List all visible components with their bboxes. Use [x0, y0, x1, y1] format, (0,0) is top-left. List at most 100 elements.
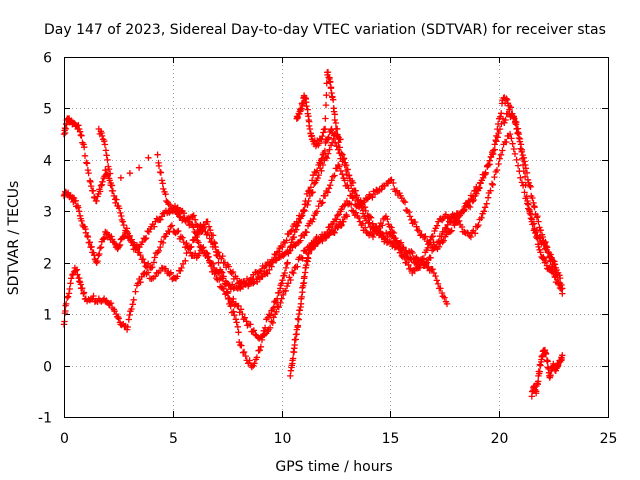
data-point	[269, 319, 276, 326]
data-point	[537, 226, 544, 234]
data-point	[175, 227, 182, 235]
data-point	[441, 294, 448, 301]
data-point	[426, 239, 433, 247]
y-axis-label: SDTVAR / TECUs	[6, 181, 22, 296]
data-point	[369, 194, 376, 201]
data-point	[531, 204, 538, 211]
data-point	[191, 216, 199, 223]
data-point	[383, 229, 390, 237]
data-point	[99, 178, 106, 185]
data-point	[72, 197, 79, 204]
data-point	[159, 210, 167, 217]
data-point	[481, 204, 489, 211]
data-point	[476, 184, 483, 191]
data-point	[352, 209, 360, 216]
data-point	[278, 295, 285, 302]
data-point	[443, 225, 450, 232]
data-point	[341, 202, 348, 209]
data-point	[212, 243, 219, 251]
data-point	[347, 201, 355, 208]
data-point	[64, 294, 71, 301]
data-point	[296, 307, 303, 314]
data-point	[484, 194, 492, 201]
data-point	[393, 237, 400, 244]
data-point	[179, 234, 186, 241]
data-point	[126, 311, 133, 319]
data-point	[379, 233, 387, 240]
data-point	[322, 115, 329, 122]
data-point	[145, 154, 152, 161]
data-point	[129, 301, 136, 308]
data-point	[521, 173, 529, 180]
data-point	[330, 228, 337, 236]
data-point	[308, 189, 315, 197]
data-point	[139, 238, 146, 246]
data-point	[78, 132, 85, 139]
data-point	[157, 243, 164, 251]
data-point	[515, 129, 522, 136]
data-point	[228, 269, 235, 277]
data-point	[294, 315, 302, 322]
data-point	[555, 279, 562, 286]
data-point	[153, 215, 160, 222]
data-point	[433, 277, 440, 284]
data-point	[544, 358, 551, 365]
data-point	[528, 216, 536, 223]
data-point	[241, 314, 248, 321]
data-point	[494, 125, 501, 133]
data-point	[160, 185, 167, 193]
data-point	[456, 217, 463, 225]
data-point	[339, 151, 346, 158]
data-point	[173, 209, 181, 216]
data-point	[115, 315, 122, 322]
data-point	[447, 228, 454, 235]
data-point	[521, 158, 528, 165]
data-point	[86, 239, 93, 246]
data-point	[230, 295, 237, 303]
data-point	[87, 182, 95, 190]
data-point	[497, 113, 504, 120]
data-point	[559, 290, 566, 297]
data-point	[325, 185, 333, 192]
x-tick-label: 15	[382, 431, 400, 447]
data-point	[222, 291, 229, 298]
data-point	[147, 264, 155, 272]
data-point	[330, 96, 337, 103]
data-point	[240, 348, 248, 356]
series-track-5	[287, 211, 351, 380]
y-tick-label: 4	[43, 154, 52, 170]
data-point	[429, 233, 436, 240]
data-point	[166, 201, 174, 209]
data-point	[301, 273, 308, 280]
data-point	[526, 182, 533, 189]
data-point	[233, 319, 240, 326]
data-point	[343, 213, 351, 220]
data-point	[333, 216, 340, 223]
data-point	[227, 286, 235, 293]
data-point	[245, 279, 252, 287]
data-point	[489, 181, 496, 188]
data-point	[295, 218, 302, 226]
data-point	[498, 110, 505, 117]
data-point	[513, 156, 520, 164]
data-point	[510, 145, 517, 153]
data-point	[149, 263, 156, 271]
data-point	[310, 215, 317, 223]
data-point	[314, 174, 321, 182]
x-axis-label: GPS time / hours	[275, 459, 392, 475]
data-point	[419, 258, 426, 265]
data-point	[200, 244, 207, 251]
data-point	[283, 282, 291, 290]
y-tick-label: 1	[43, 308, 52, 324]
data-point	[491, 141, 498, 148]
data-point	[440, 237, 447, 244]
data-point	[542, 257, 549, 265]
data-point	[363, 196, 370, 203]
data-point	[132, 288, 139, 295]
data-point	[415, 227, 423, 235]
chart-title: Day 147 of 2023, Sidereal Day-to-day VTE…	[44, 22, 606, 38]
data-point	[336, 144, 343, 151]
data-point	[551, 264, 558, 272]
data-point	[151, 254, 158, 261]
